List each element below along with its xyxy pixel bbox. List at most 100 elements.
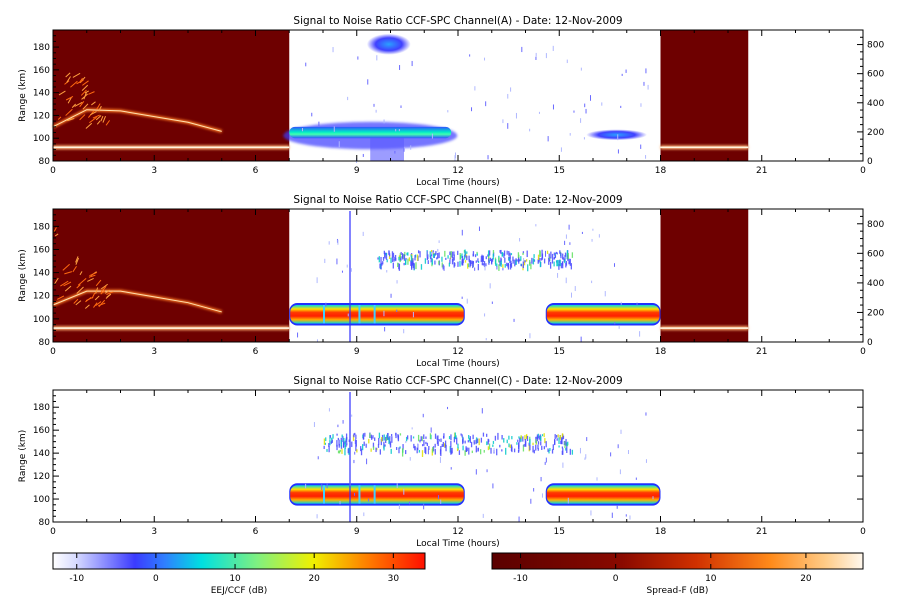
esf-speckle [498, 257, 500, 263]
noise-speckle [353, 492, 355, 496]
esf-speckle [564, 252, 567, 257]
esf-speckle [329, 435, 332, 438]
esf-speckle [403, 254, 405, 260]
esf-speckle [550, 251, 552, 259]
noise-speckle [396, 280, 398, 284]
x-tick-label: 18 [655, 166, 667, 176]
eej-layer [290, 304, 464, 324]
spread-f-plume [89, 116, 97, 124]
esf-speckle [383, 445, 385, 451]
spread-f-trace [52, 290, 222, 313]
noise-speckle [347, 313, 349, 317]
esf-speckle [566, 442, 568, 447]
esf-speckle [541, 253, 544, 259]
x-tick-label: 3 [151, 166, 157, 176]
esf-speckle [388, 253, 391, 257]
esf-speckle [338, 443, 340, 448]
esf-speckle [383, 434, 385, 441]
noise-speckle [565, 277, 567, 284]
spread-f-plume [82, 103, 89, 110]
noise-speckle [591, 238, 593, 242]
esf-speckle [362, 433, 365, 440]
esf-speckle [416, 254, 419, 261]
esf-speckle [417, 250, 420, 254]
esf-speckle [517, 252, 520, 259]
esf-speckle [467, 440, 469, 443]
spread-f-plume [75, 257, 80, 265]
x-tick-label: 3 [151, 347, 157, 357]
esf-speckle [467, 263, 470, 268]
esf-speckle [515, 260, 517, 265]
noise-speckle [437, 248, 439, 252]
esf-speckle [481, 258, 484, 263]
esf-speckle [394, 254, 397, 260]
esf-speckle [468, 259, 470, 263]
noise-speckle [398, 504, 400, 510]
esf-speckle [348, 439, 350, 443]
spread-f-plume [75, 256, 79, 263]
esf-speckle [522, 261, 524, 269]
esf-speckle [463, 254, 466, 260]
spread-f-plume [95, 287, 99, 294]
eej-layer [546, 485, 660, 504]
esf-speckle [453, 251, 455, 256]
noise-speckle [545, 457, 547, 463]
esf-speckle [559, 250, 561, 254]
esf-speckle [339, 449, 341, 452]
noise-speckle [552, 104, 554, 110]
esf-speckle [444, 250, 446, 257]
esf-speckle [402, 444, 404, 450]
spread-f-plume [54, 233, 59, 237]
y-axis: 80 100 120 140 160 180 [33, 214, 59, 348]
esf-speckle [524, 260, 526, 263]
esf-speckle [525, 441, 527, 447]
esf-speckle [562, 257, 564, 260]
noise-speckle [540, 476, 542, 482]
esf-speckle [570, 263, 573, 270]
noise-speckle [316, 514, 318, 519]
esf-speckle [461, 253, 463, 258]
noise-speckle [591, 280, 593, 284]
noise-speckle [367, 79, 369, 85]
esf-speckle [551, 259, 554, 264]
esf-speckle [391, 257, 394, 263]
esf-speckle [467, 263, 469, 269]
noise-speckle [383, 310, 385, 317]
esf-speckle [379, 449, 381, 455]
esf-speckle [471, 260, 473, 265]
esf-speckle [444, 440, 447, 447]
x-tick-label: 0 [50, 527, 56, 537]
x-tick-label: 9 [354, 527, 360, 537]
esf-speckle [388, 254, 391, 260]
esf-speckle [501, 435, 503, 440]
esf-speckle [360, 446, 362, 452]
spread-f-layer-core [53, 327, 290, 329]
esf-speckle [354, 432, 356, 436]
colorbar-tick-label: 10 [705, 574, 717, 584]
esf-speckle [343, 441, 345, 448]
esf-speckle [536, 434, 539, 442]
noise-speckle [533, 488, 535, 492]
spread-f-plume [74, 101, 83, 107]
y-tick-label: 160 [33, 66, 50, 76]
y2-tick-label: 600 [867, 249, 884, 259]
spread-f-plume [65, 96, 74, 101]
esf-speckle [453, 436, 456, 443]
noise-speckle [502, 268, 504, 271]
esf-speckle [499, 260, 501, 266]
eej-layer [290, 485, 464, 504]
esf-speckle [522, 444, 525, 452]
x-tick-label: 12 [452, 166, 463, 176]
esf-speckle [437, 441, 439, 446]
esf-speckle [540, 435, 542, 442]
esf-speckle [457, 250, 459, 255]
esf-speckle [382, 256, 385, 261]
esf-speckle [535, 444, 537, 451]
noise-speckle [484, 313, 486, 317]
y-tick-label: 140 [33, 269, 50, 279]
spread-f-plume [60, 280, 69, 287]
esf-speckle [478, 438, 480, 446]
x-tick-label: 3 [151, 527, 157, 537]
eej-streak [358, 304, 361, 324]
